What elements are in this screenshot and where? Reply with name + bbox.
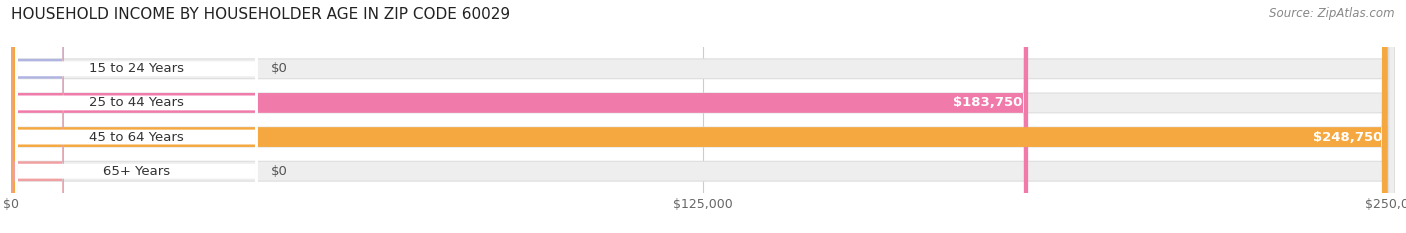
FancyBboxPatch shape [11,0,63,233]
Text: Source: ZipAtlas.com: Source: ZipAtlas.com [1270,7,1395,20]
Text: 65+ Years: 65+ Years [103,165,170,178]
FancyBboxPatch shape [11,0,1395,233]
FancyBboxPatch shape [11,0,1388,233]
Text: HOUSEHOLD INCOME BY HOUSEHOLDER AGE IN ZIP CODE 60029: HOUSEHOLD INCOME BY HOUSEHOLDER AGE IN Z… [11,7,510,22]
Text: 15 to 24 Years: 15 to 24 Years [89,62,184,75]
FancyBboxPatch shape [15,0,257,233]
Text: $248,750: $248,750 [1313,130,1382,144]
FancyBboxPatch shape [11,0,1028,233]
Text: 45 to 64 Years: 45 to 64 Years [89,130,184,144]
Text: $0: $0 [271,62,288,75]
FancyBboxPatch shape [15,0,257,233]
FancyBboxPatch shape [15,0,257,233]
FancyBboxPatch shape [11,0,63,233]
FancyBboxPatch shape [15,0,257,233]
Text: 25 to 44 Years: 25 to 44 Years [89,96,184,110]
Text: $183,750: $183,750 [953,96,1022,110]
FancyBboxPatch shape [11,0,1395,233]
FancyBboxPatch shape [11,0,1395,233]
Text: $0: $0 [271,165,288,178]
FancyBboxPatch shape [11,0,1395,233]
